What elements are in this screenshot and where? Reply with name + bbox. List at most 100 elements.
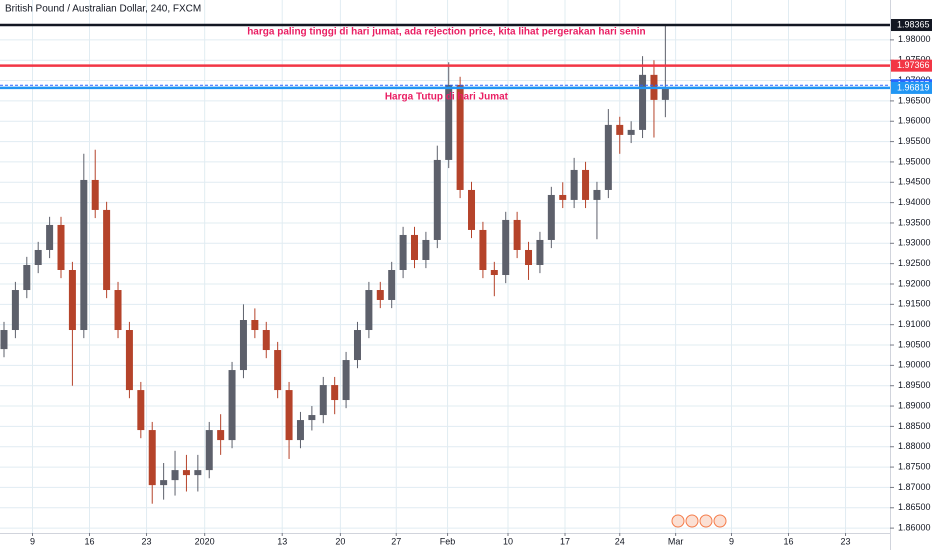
- x-tick-label: 13: [277, 536, 287, 546]
- x-tick-label: 9: [30, 536, 35, 546]
- annotation: harga paling tinggi di hari jumat, ada r…: [247, 26, 645, 37]
- candle-body: [525, 249, 533, 265]
- y-tick-label: 1.90500: [898, 339, 931, 349]
- candle-body: [502, 219, 510, 276]
- candle-body: [182, 470, 190, 476]
- candle-body: [296, 420, 304, 441]
- y-tick-label: 1.98000: [898, 34, 931, 44]
- candle-body: [616, 124, 624, 135]
- candle-body: [547, 194, 555, 240]
- price-level-box: [891, 81, 932, 94]
- candle-body: [456, 84, 464, 190]
- event-icons: [671, 514, 727, 528]
- candle-body: [570, 169, 578, 200]
- y-tick-label: 1.88000: [898, 441, 931, 451]
- price-level-box: [891, 59, 932, 72]
- y-tick-label: 1.88500: [898, 421, 931, 431]
- y-tick-label: 1.92500: [898, 258, 931, 268]
- candle-body: [205, 430, 213, 471]
- candle-body: [68, 269, 76, 331]
- candle-body: [661, 87, 669, 100]
- candle-body: [331, 385, 339, 401]
- y-tick-label: 1.87500: [898, 461, 931, 471]
- candle-body: [114, 290, 122, 331]
- candle-body: [34, 249, 42, 265]
- y-tick-label: 1.95000: [898, 156, 931, 166]
- price-level-label: 1.98365: [897, 19, 930, 29]
- candle-body: [513, 219, 521, 250]
- candle-body: [490, 269, 498, 276]
- y-tick-label: 1.95500: [898, 136, 931, 146]
- candle-body: [479, 229, 487, 270]
- candle-body: [0, 330, 8, 350]
- candle-body: [582, 169, 590, 200]
- candle-body: [627, 129, 635, 135]
- candle-body: [342, 360, 350, 401]
- candle-body: [639, 74, 647, 130]
- y-tick-label: 1.92000: [898, 278, 931, 288]
- y-tick-label: 1.94000: [898, 197, 931, 207]
- candle-body: [593, 189, 601, 200]
- price-level-label: 1.96819: [897, 82, 930, 92]
- y-tick-label: 1.93500: [898, 217, 931, 227]
- y-tick-label: 1.96000: [898, 116, 931, 126]
- candle-body: [251, 320, 259, 331]
- candle-body: [148, 430, 156, 486]
- candle-body: [376, 290, 384, 300]
- y-tick-label: 1.89000: [898, 400, 931, 410]
- x-tick-label: 16: [784, 536, 794, 546]
- candle-body: [137, 390, 145, 431]
- x-tick-label: 2020: [195, 536, 215, 546]
- y-tick-label: 1.94500: [898, 177, 931, 187]
- candle-body: [228, 370, 236, 441]
- candle-body: [80, 179, 88, 331]
- candle-body: [11, 290, 19, 331]
- candle-body: [319, 385, 327, 416]
- x-tick-label: 9: [729, 536, 734, 546]
- candle-body: [239, 320, 247, 371]
- candle-body: [171, 470, 179, 481]
- candle-body: [445, 84, 453, 160]
- x-tick-label: 16: [85, 536, 95, 546]
- candle-body: [422, 239, 430, 260]
- candle-body: [57, 224, 65, 270]
- price-level-box: [891, 19, 932, 32]
- candle-body: [23, 264, 31, 291]
- candle-body: [388, 269, 396, 300]
- y-tick-label: 1.91000: [898, 319, 931, 329]
- x-tick-label: 24: [615, 536, 625, 546]
- x-tick-label: Mar: [668, 536, 684, 546]
- y-tick-label: 1.91500: [898, 299, 931, 309]
- y-tick-label: 1.97500: [898, 55, 931, 65]
- candle-body: [160, 480, 168, 486]
- candle-body: [103, 209, 111, 291]
- candle-body: [46, 224, 54, 250]
- candle-body: [91, 179, 99, 210]
- price-level-label: 1.97366: [897, 60, 930, 70]
- candle-body: [604, 124, 612, 190]
- x-tick-label: 17: [560, 536, 570, 546]
- candle-body: [365, 290, 373, 331]
- x-tick-label: 10: [503, 536, 513, 546]
- y-tick-label: 1.93000: [898, 238, 931, 248]
- candle-body: [353, 330, 361, 361]
- x-tick-label: 20: [335, 536, 345, 546]
- candle-body: [125, 330, 133, 391]
- x-tick-label: 27: [391, 536, 401, 546]
- y-tick-label: 1.96500: [898, 95, 931, 105]
- candle-body: [559, 194, 567, 200]
- candle-body: [410, 234, 418, 260]
- candle-body: [433, 159, 441, 240]
- candle-body: [274, 350, 282, 391]
- y-tick-label: 1.87000: [898, 482, 931, 492]
- chart-title: British Pound / Australian Dollar, 240, …: [5, 4, 201, 15]
- y-tick-label: 1.86000: [898, 522, 931, 532]
- y-tick-label: 1.89500: [898, 380, 931, 390]
- x-tick-label: Feb: [440, 536, 456, 546]
- candle-body: [468, 189, 476, 230]
- candle-body: [285, 390, 293, 441]
- annotation: Harga Tutup di hari Jumat: [385, 91, 509, 102]
- x-tick-label: 23: [841, 536, 851, 546]
